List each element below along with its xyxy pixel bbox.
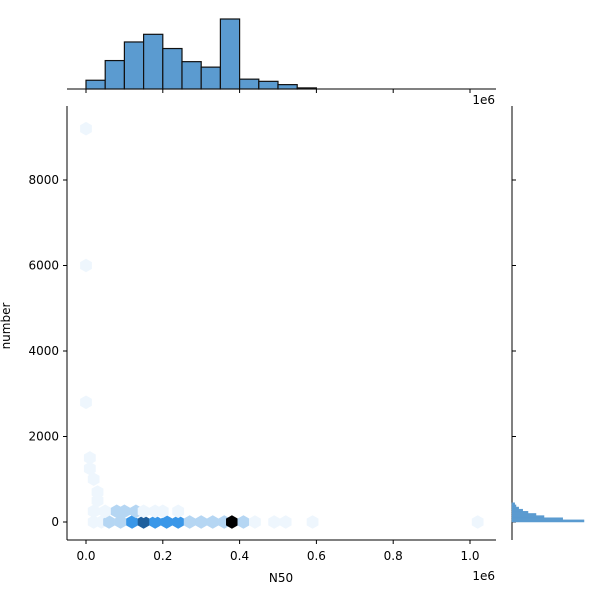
top-histogram-group bbox=[67, 18, 496, 90]
hexbin-cell bbox=[99, 504, 112, 519]
right-histogram-bar bbox=[511, 504, 517, 508]
hexbin-cell bbox=[172, 515, 185, 529]
hexbin-cell bbox=[279, 515, 292, 529]
hexbin-cell bbox=[83, 451, 96, 465]
hexbin-cell bbox=[471, 515, 484, 529]
hexbin-cell bbox=[126, 515, 138, 529]
right-histogram-bar bbox=[511, 511, 529, 514]
top-histogram-bar bbox=[104, 59, 125, 90]
hexbin-cell bbox=[249, 515, 261, 529]
y-tick-label: 6000 bbox=[28, 259, 59, 273]
hexbin-cell bbox=[206, 515, 219, 529]
hexbin-cell bbox=[156, 504, 169, 519]
top-histogram-bar bbox=[85, 79, 106, 90]
x-tick-label: 0.4 bbox=[230, 549, 249, 563]
top-histogram-bar bbox=[123, 41, 145, 90]
x-axis-label: N50 bbox=[269, 571, 293, 585]
hexbin-cell bbox=[172, 504, 185, 519]
y-tick-label: 8000 bbox=[28, 173, 59, 187]
x-tick-label: 1.0 bbox=[460, 549, 479, 563]
hexbin-cell bbox=[80, 395, 92, 410]
top-histogram-bar bbox=[143, 33, 164, 90]
hexbin-cell bbox=[87, 504, 100, 519]
right-histogram-bar bbox=[511, 517, 563, 521]
top-histogram-bar bbox=[296, 87, 318, 90]
hexbin-cell bbox=[118, 504, 131, 519]
x-tick-label: 0.6 bbox=[307, 549, 326, 563]
hexbin-cell bbox=[80, 121, 92, 136]
right-histogram-bar bbox=[511, 502, 515, 506]
top-offset-label: 1e6 bbox=[472, 93, 495, 107]
hexbin-cell bbox=[160, 515, 173, 529]
top-histogram-bar bbox=[277, 84, 298, 90]
top-histogram-bar bbox=[181, 61, 202, 90]
hexbin-cell bbox=[183, 515, 196, 529]
x-ticks: 0.0 0.2 0.4 0.6 0.8 1.0 bbox=[76, 89, 480, 563]
x-tick-label: 0.2 bbox=[153, 549, 172, 563]
hexbin-cell bbox=[87, 472, 100, 487]
hexbin-cell bbox=[80, 258, 92, 273]
hexbin-cell bbox=[195, 515, 208, 529]
hexbin-cell bbox=[306, 515, 319, 529]
hexbin-cell bbox=[237, 515, 250, 529]
hexbin-cell bbox=[103, 515, 115, 529]
top-histogram-bar bbox=[200, 66, 221, 90]
top-histogram-bar bbox=[219, 18, 241, 90]
hexbin-cell bbox=[137, 515, 150, 529]
hexbin-cell bbox=[149, 515, 162, 529]
hexbin-cell bbox=[137, 504, 150, 519]
right-histogram-bar bbox=[511, 506, 519, 510]
x-offset-label: 1e6 bbox=[472, 569, 495, 583]
top-histogram-bars bbox=[85, 18, 318, 90]
y-axis-label: number bbox=[0, 303, 13, 350]
right-histogram-bar bbox=[511, 508, 523, 512]
right-histogram-group bbox=[511, 106, 585, 540]
hexbin-cell bbox=[226, 515, 238, 529]
main-axes-group: 0.0 0.2 0.4 0.6 0.8 1.0 0 2000 4000 6000 8000 1e6… bbox=[0, 89, 496, 585]
hexbin-cell bbox=[83, 461, 96, 476]
right-histogram-bar bbox=[511, 515, 545, 518]
y-tick-label: 2000 bbox=[28, 430, 59, 444]
hexbin-layer bbox=[80, 121, 484, 529]
x-tick-label: 0.8 bbox=[384, 549, 403, 563]
right-histogram-bar bbox=[511, 513, 537, 516]
top-histogram-bar bbox=[239, 78, 260, 90]
hexbin-cell bbox=[114, 515, 127, 529]
y-tick-label: 0 bbox=[51, 515, 59, 529]
hexbin-cell bbox=[91, 493, 104, 508]
x-tick-label: 0.0 bbox=[76, 549, 95, 563]
right-histogram-bar bbox=[511, 519, 585, 523]
right-histogram-ticks bbox=[512, 179, 516, 523]
top-histogram-bar bbox=[258, 80, 279, 90]
top-histogram-bar bbox=[162, 47, 183, 90]
right-histogram-bars bbox=[511, 502, 585, 523]
y-tick-label: 4000 bbox=[28, 344, 59, 358]
y-ticks: 0 2000 4000 6000 8000 bbox=[28, 173, 67, 529]
hexbin-cell bbox=[268, 515, 281, 529]
hexbin-cell bbox=[91, 485, 104, 499]
